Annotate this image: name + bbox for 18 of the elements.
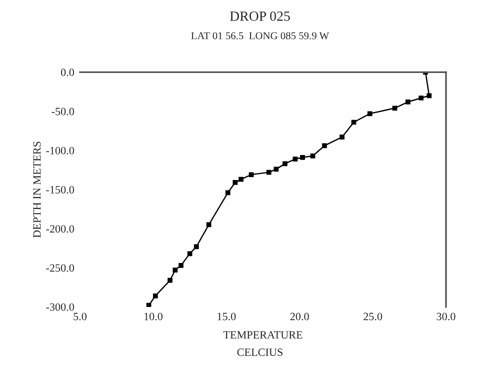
y-tick-label: -200.0 bbox=[46, 225, 74, 233]
chart-subtitle: LAT 01 56.5 LONG 085 59.9 W bbox=[191, 32, 330, 40]
y-tick-label: -250.0 bbox=[46, 264, 74, 272]
x-tick-label: 30.0 bbox=[436, 312, 456, 320]
chart-title: DROP 025 bbox=[230, 11, 290, 21]
text: CELCIUS bbox=[237, 348, 282, 356]
y-tick-label: -150.0 bbox=[46, 186, 74, 194]
y-tick-label: 0.0 bbox=[60, 68, 74, 76]
x-tick-label: 10.0 bbox=[144, 312, 162, 320]
x-axis-title: TEMPERATURE bbox=[223, 331, 302, 339]
x-tick-label: 5.0 bbox=[74, 312, 87, 320]
y-tick-label: -100.0 bbox=[46, 146, 74, 154]
y-tick-label: -50.0 bbox=[52, 108, 74, 116]
y-tick-label: -300.0 bbox=[46, 303, 74, 311]
x-tick-label: 15.0 bbox=[218, 312, 236, 320]
x-tick-label: 25.0 bbox=[364, 312, 382, 320]
x-tick-label: 20.0 bbox=[290, 312, 309, 320]
y-axis-title: DEPTH IN METERS bbox=[33, 142, 41, 238]
